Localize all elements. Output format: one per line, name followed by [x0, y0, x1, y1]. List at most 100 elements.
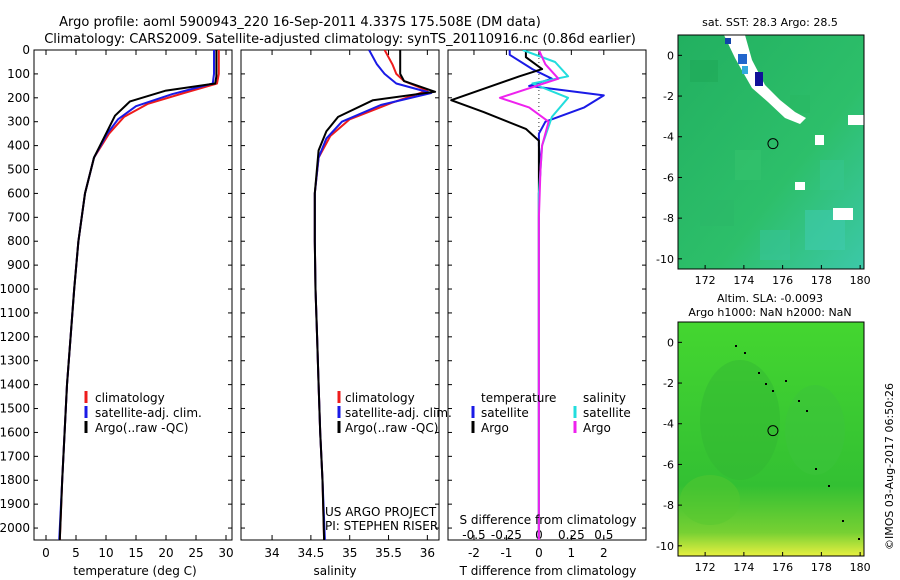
top-x-tick-label: -0.5 [462, 528, 485, 542]
depth-tick-label: 400 [7, 139, 30, 153]
depth-tick-label: 1300 [0, 354, 30, 368]
depth-tick-label: 1900 [0, 497, 30, 511]
map-x-tick-label: 176 [772, 274, 793, 287]
map-x-tick-label: 180 [850, 274, 871, 287]
temperature-series [58, 50, 220, 540]
map-y-tick-label: 0 [667, 336, 674, 349]
legend-label-satellite: satellite-adj. clim. [95, 406, 202, 420]
legend-label-argo: Argo(..raw -QC) [345, 421, 438, 435]
coastline-dots [735, 345, 860, 540]
sla-map-panel: Altim. SLA: -0.0093 Argo h1000: NaN h200… [656, 292, 871, 574]
depth-tick-label: 2000 [0, 521, 30, 535]
salinity-series [313, 50, 437, 540]
map-y-tick-label: -6 [663, 458, 674, 471]
x-tick-label: 1 [568, 546, 576, 560]
series-line [58, 50, 218, 540]
x-tick-label: 34 [264, 546, 279, 560]
sst-map-axes: 172 174 176 178 180 0 -2 -4 -6 -8 -10 [656, 49, 871, 287]
depth-tick-label: 1600 [0, 425, 30, 439]
x-tick-label: 15 [128, 546, 143, 560]
series-line [508, 50, 605, 540]
map-x-tick-label: 174 [733, 274, 754, 287]
top-x-tick-label: -0.25 [491, 528, 522, 542]
x-tick-label: 25 [188, 546, 203, 560]
map-y-tick-label: -8 [663, 499, 674, 512]
map-x-tick-label: 172 [695, 274, 716, 287]
top-x-tick-label: 0.5 [594, 528, 613, 542]
map-x-tick-label: 178 [811, 274, 832, 287]
depth-tick-label: 900 [7, 258, 30, 272]
x-tick-label: 2 [600, 546, 608, 560]
depth-tick-label: 500 [7, 163, 30, 177]
salinity-x-axis: 34 34.5 35 35.5 36 [241, 49, 439, 560]
depth-tick-label: 1200 [0, 330, 30, 344]
depth-tick-label: 1000 [0, 282, 30, 296]
x-tick-label: 0 [535, 546, 543, 560]
figure-title-line1: Argo profile: aoml 5900943_220 16-Sep-20… [59, 15, 541, 30]
x-tick-label: 10 [98, 546, 113, 560]
depth-tick-label: 1100 [0, 306, 30, 320]
map-x-tick-label: 172 [695, 561, 716, 574]
sla-map-texture [680, 360, 845, 525]
map-y-tick-label: -10 [656, 253, 674, 266]
sla-map-title: Altim. SLA: -0.0093 [717, 292, 823, 305]
imos-watermark: ©IMOS 03-Aug-2017 06:50:26 [883, 383, 896, 550]
difference-panel: -2 -1 0 1 2-0.5 -0.25 0 0.25 0.5 temperature sal… [447, 49, 647, 578]
depth-tick-label: 800 [7, 234, 30, 248]
x-tick-label: 34.5 [298, 546, 325, 560]
map-x-tick-label: 176 [772, 561, 793, 574]
series-line [58, 50, 220, 540]
sla-map-frame [677, 321, 865, 557]
map-x-tick-label: 178 [811, 561, 832, 574]
series-line [450, 50, 544, 540]
x-tick-label: 5 [72, 546, 80, 560]
x-tick-label: -1 [500, 546, 512, 560]
legend-label-t-satellite: satellite [481, 406, 529, 420]
depth-tick-label: 300 [7, 115, 30, 129]
depth-tick-label: 1800 [0, 473, 30, 487]
x-tick-label: 0 [42, 546, 50, 560]
legend-title-salinity: salinity [583, 391, 626, 405]
legend-label-t-argo: Argo [481, 421, 509, 435]
argo-location-marker [767, 138, 779, 150]
x-tick-label: 20 [158, 546, 173, 560]
temperature-legend: climatology satellite-adj. clim. Argo(..… [84, 391, 202, 435]
temperature-panel: 0100200300400500600700800900100011001200… [0, 43, 234, 578]
legend-label-satellite: satellite-adj. clim. [345, 406, 452, 420]
legend-label-argo: Argo(..raw -QC) [95, 421, 188, 435]
temperature-xlabel: temperature (deg C) [73, 564, 196, 578]
map-y-tick-label: -6 [663, 171, 674, 184]
difference-top-xlabel: S difference from climatology [460, 513, 637, 527]
depth-tick-label: 200 [7, 91, 30, 105]
map-y-tick-label: -4 [663, 418, 674, 431]
sst-map-texture [690, 60, 845, 260]
map-y-tick-label: -4 [663, 131, 674, 144]
legend-title-temperature: temperature [481, 391, 556, 405]
temperature-frame [33, 49, 233, 541]
legend-label-climatology: climatology [345, 391, 415, 405]
depth-tick-label: 0 [22, 43, 30, 57]
sst-map-panel: sat. SST: 28.3 Argo: 28.5 172 174 176 178 1 [656, 16, 871, 287]
depth-tick-label: 1400 [0, 378, 30, 392]
x-tick-label: 36 [420, 546, 435, 560]
temperature-depth-axis: 0 100 200 300 400 500 600 700 800 900 1000 1100 1200… [0, 43, 30, 535]
series-line [58, 50, 215, 540]
difference-x-axis: -2 -1 0 1 2-0.5 -0.25 0 0.25 0.5 [448, 49, 646, 560]
project-credit: US ARGO PROJECT [325, 505, 437, 519]
salinity-frame [240, 49, 440, 541]
difference-xlabel: T difference from climatology [459, 564, 637, 578]
map-x-tick-label: 180 [850, 561, 871, 574]
salinity-xlabel: salinity [313, 564, 356, 578]
difference-series [450, 50, 605, 540]
top-x-tick-label: 0.25 [558, 528, 585, 542]
x-tick-label: -2 [468, 546, 480, 560]
series-line [313, 50, 437, 540]
depth-tick-label: 1700 [0, 449, 30, 463]
map-y-tick-label: -2 [663, 377, 674, 390]
salinity-legend: climatology satellite-adj. clim. Argo(..… [337, 391, 452, 435]
sst-map-frame [677, 34, 865, 270]
sla-map-subtitle: Argo h1000: NaN h2000: NaN [688, 306, 851, 319]
difference-frame [447, 49, 647, 541]
argo-location-marker [767, 425, 779, 437]
